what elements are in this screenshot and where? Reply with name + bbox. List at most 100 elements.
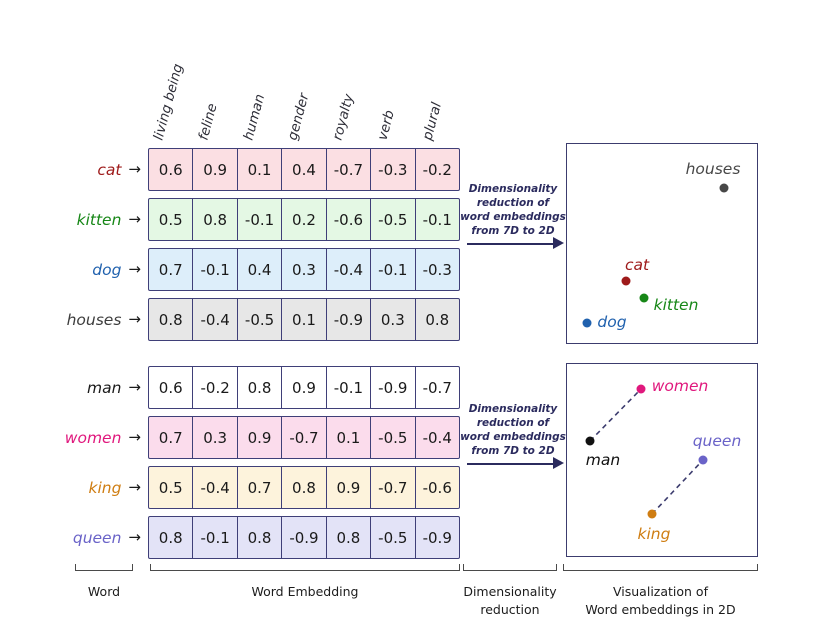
- arrow-right-icon: →: [128, 478, 141, 496]
- embedding-value: -0.4: [414, 417, 459, 458]
- embedding-value: 0.8: [158, 310, 183, 329]
- footer-label-word-embedding: Word Embedding: [251, 584, 359, 599]
- embedding-vector: 0.7 0.3 0.9 -0.7 0.1 -0.5 -0.4: [148, 416, 460, 459]
- embedding-vector: 0.8 -0.1 0.8 -0.9 0.8 -0.5 -0.9: [148, 516, 460, 559]
- embedding-value: -0.6: [325, 199, 370, 240]
- embedding-value: -0.1: [370, 249, 414, 290]
- reduction-arrow-bottom-icon: [467, 457, 564, 470]
- embedding-row: man → 0.6 -0.2 0.8 0.9 -0.1 -0.9 -0.7: [60, 366, 460, 409]
- footer-label-dimensionality-reduction: Dimensionality reduction: [463, 584, 557, 617]
- arrow-head: [553, 457, 564, 469]
- scatter-label-cat: cat: [624, 256, 650, 274]
- column-header-label: living being: [150, 62, 187, 142]
- embedding-value: 0.2: [281, 199, 325, 240]
- arrow-right-icon: →: [128, 378, 141, 396]
- embedding-value: -0.2: [192, 367, 236, 408]
- scatter-plot-animals: houses cat kitten dog: [566, 143, 758, 344]
- embedding-vector: 0.5 -0.4 0.7 0.8 0.9 -0.7 -0.6: [148, 466, 460, 509]
- embedding-vector: 0.8 -0.4 -0.5 0.1 -0.9 0.3 0.8: [148, 298, 460, 341]
- embedding-value: -0.1: [325, 367, 370, 408]
- dashed-analogy-line: [651, 459, 704, 515]
- word-label: women: [64, 428, 122, 447]
- arrow-right-icon: →: [128, 528, 141, 546]
- embedding-row: kitten → 0.5 0.8 -0.1 0.2 -0.6 -0.5 -0.1: [60, 198, 460, 241]
- embedding-row: houses → 0.8 -0.4 -0.5 0.1 -0.9 0.3 0.8: [60, 298, 460, 341]
- embedding-value: 0.9: [325, 467, 370, 508]
- embedding-value: -0.4: [192, 299, 236, 340]
- analogy-lines: [589, 388, 704, 515]
- column-header-label: feline: [195, 101, 221, 142]
- embedding-value: -0.9: [325, 299, 370, 340]
- arrow-shaft: [467, 242, 555, 245]
- embedding-value: -0.1: [192, 249, 236, 290]
- word-label: cat: [97, 160, 122, 179]
- scatter-point-cat: [621, 276, 631, 286]
- word-label: dog: [92, 260, 122, 279]
- reduction-caption-bottom: Dimensionality reduction of word embeddi…: [460, 403, 566, 457]
- word-label-group: houses →: [60, 298, 148, 341]
- embedding-vector: 0.5 0.8 -0.1 0.2 -0.6 -0.5 -0.1: [148, 198, 460, 241]
- embedding-row: cat → 0.6 0.9 0.1 0.4 -0.7 -0.3 -0.2: [60, 148, 460, 191]
- embedding-value: 0.8: [281, 467, 325, 508]
- footer-label-word: Word: [87, 584, 121, 599]
- embedding-value: -0.7: [370, 467, 414, 508]
- arrow-right-icon: →: [128, 260, 141, 278]
- embedding-value: 0.5: [158, 210, 183, 229]
- embedding-value: -0.9: [414, 517, 459, 558]
- dashed-analogy-line: [589, 388, 642, 442]
- word-label: man: [87, 378, 122, 397]
- reduction-arrow-top-icon: [467, 237, 564, 250]
- embedding-value: 0.5: [158, 478, 183, 497]
- embedding-value: -0.6: [414, 467, 459, 508]
- embedding-value: 0.4: [281, 149, 325, 190]
- embedding-value: -0.9: [281, 517, 325, 558]
- arrow-right-icon: →: [128, 310, 141, 328]
- embedding-value: -0.1: [414, 199, 459, 240]
- embedding-value: 0.8: [158, 528, 183, 547]
- column-header-label: human: [240, 92, 269, 142]
- embedding-value: 0.8: [325, 517, 370, 558]
- embedding-row: king → 0.5 -0.4 0.7 0.8 0.9 -0.7 -0.6: [60, 466, 460, 509]
- embedding-value: 0.3: [281, 249, 325, 290]
- embedding-value: -0.1: [192, 517, 236, 558]
- embedding-value: -0.7: [414, 367, 459, 408]
- embedding-value: 0.3: [370, 299, 414, 340]
- bracket-word-embedding: [150, 564, 460, 571]
- embedding-row: dog → 0.7 -0.1 0.4 0.3 -0.4 -0.1 -0.3: [60, 248, 460, 291]
- embedding-value: -0.2: [414, 149, 459, 190]
- word-label: kitten: [76, 210, 122, 229]
- embedding-value: -0.9: [370, 367, 414, 408]
- embedding-vector: 0.6 0.9 0.1 0.4 -0.7 -0.3 -0.2: [148, 148, 460, 191]
- word-label-group: women →: [60, 416, 148, 459]
- embedding-value: -0.5: [370, 199, 414, 240]
- embedding-value: 0.6: [158, 378, 183, 397]
- embedding-value: -0.3: [414, 249, 459, 290]
- scatter-label-women: women: [651, 377, 709, 395]
- embedding-value: -0.5: [370, 517, 414, 558]
- column-header-label: royalty: [329, 92, 358, 142]
- embedding-value: 0.4: [236, 249, 281, 290]
- scatter-point-man: [585, 436, 595, 446]
- scatter-point-kitten: [639, 293, 649, 303]
- embedding-value: 0.3: [192, 417, 236, 458]
- embedding-row: women → 0.7 0.3 0.9 -0.7 0.1 -0.5 -0.4: [60, 416, 460, 459]
- embedding-value: 0.1: [325, 417, 370, 458]
- scatter-point-king: [647, 509, 657, 519]
- embedding-value: 0.8: [236, 367, 281, 408]
- embedding-value: -0.3: [370, 149, 414, 190]
- embedding-value: 0.8: [192, 199, 236, 240]
- word-label-group: king →: [60, 466, 148, 509]
- embedding-value: -0.4: [325, 249, 370, 290]
- scatter-point-houses: [719, 183, 729, 193]
- embedding-value: 0.8: [414, 299, 459, 340]
- embedding-row: queen → 0.8 -0.1 0.8 -0.9 0.8 -0.5 -0.9: [60, 516, 460, 559]
- scatter-label-man: man: [585, 451, 621, 469]
- bracket-visualization: [563, 564, 758, 571]
- word-label-group: cat →: [60, 148, 148, 191]
- embedding-value: 0.7: [158, 260, 183, 279]
- embedding-value: 0.6: [158, 160, 183, 179]
- embedding-value: -0.1: [236, 199, 281, 240]
- scatter-point-women: [636, 384, 646, 394]
- word-label-group: kitten →: [60, 198, 148, 241]
